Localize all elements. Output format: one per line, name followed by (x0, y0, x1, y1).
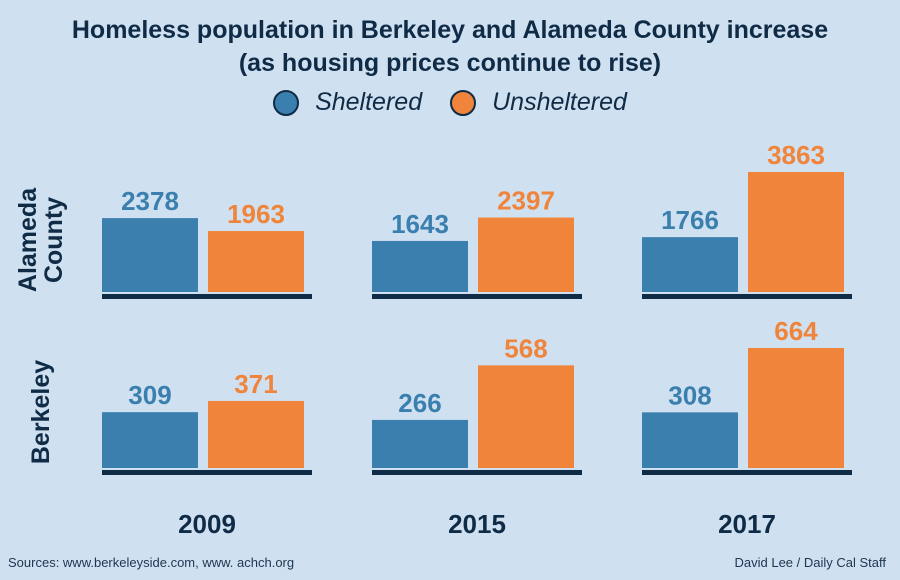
row-label-line: Alameda (14, 187, 42, 292)
x-tick-label-2: 2017 (718, 509, 776, 539)
value-label-unsheltered-1-1: 568 (504, 333, 547, 363)
bar-unsheltered-0-2 (748, 172, 844, 292)
baseline-0-1 (372, 294, 582, 299)
value-label-sheltered-1-0: 309 (128, 380, 171, 410)
row-label-1: Berkeley (27, 360, 55, 464)
bar-unsheltered-0-0 (208, 231, 304, 292)
bar-unsheltered-1-1 (478, 365, 574, 468)
legend-label-unsheltered: Unsheltered (492, 88, 627, 116)
bar-sheltered-1-2 (642, 412, 738, 468)
credit-note: David Lee / Daily Cal Staff (734, 555, 887, 570)
value-label-unsheltered-1-2: 664 (774, 316, 818, 346)
bar-unsheltered-1-2 (748, 348, 844, 468)
legend-swatch-sheltered (273, 89, 300, 116)
bar-sheltered-0-2 (642, 237, 738, 292)
value-label-sheltered-1-2: 308 (668, 380, 711, 410)
legend-label-sheltered: Sheltered (315, 88, 423, 116)
value-label-sheltered-0-0: 2378 (121, 186, 179, 216)
value-label-unsheltered-0-2: 3863 (767, 140, 825, 170)
row-label-line: Berkeley (27, 360, 55, 464)
value-label-unsheltered-0-1: 2397 (497, 186, 555, 216)
legend-item-unsheltered: Unsheltered (450, 88, 627, 117)
baseline-1-1 (372, 470, 582, 475)
bar-sheltered-1-1 (372, 419, 468, 468)
x-tick-label-0: 2009 (178, 509, 236, 539)
bar-unsheltered-1-0 (208, 400, 304, 468)
value-label-sheltered-0-2: 1766 (661, 205, 719, 235)
chart-title: Homeless population in Berkeley and Alam… (0, 14, 900, 80)
legend-item-sheltered: Sheltered (273, 88, 422, 117)
baseline-1-0 (102, 470, 312, 475)
value-label-sheltered-0-1: 1643 (391, 209, 449, 239)
baseline-1-2 (642, 470, 852, 475)
bar-unsheltered-0-1 (478, 217, 574, 292)
title-line-2: (as housing prices continue to rise) (238, 49, 662, 77)
sources-note: Sources: www.berkeleyside.com, www. achc… (8, 555, 295, 570)
legend-swatch-unsheltered (450, 89, 477, 116)
baseline-0-0 (102, 294, 312, 299)
value-label-unsheltered-0-0: 1963 (227, 199, 285, 229)
value-label-unsheltered-1-0: 371 (234, 369, 277, 399)
bar-sheltered-0-1 (372, 240, 468, 292)
bar-sheltered-1-0 (102, 412, 198, 468)
x-tick-label-1: 2015 (448, 509, 506, 539)
row-label-0: AlamedaCounty (14, 187, 68, 292)
title-line-1: Homeless population in Berkeley and Alam… (71, 16, 829, 44)
legend: Sheltered Unsheltered (0, 88, 900, 117)
row-label-line: County (40, 197, 68, 283)
baseline-0-2 (642, 294, 852, 299)
bar-sheltered-0-0 (102, 218, 198, 292)
value-label-sheltered-1-1: 266 (398, 388, 441, 418)
